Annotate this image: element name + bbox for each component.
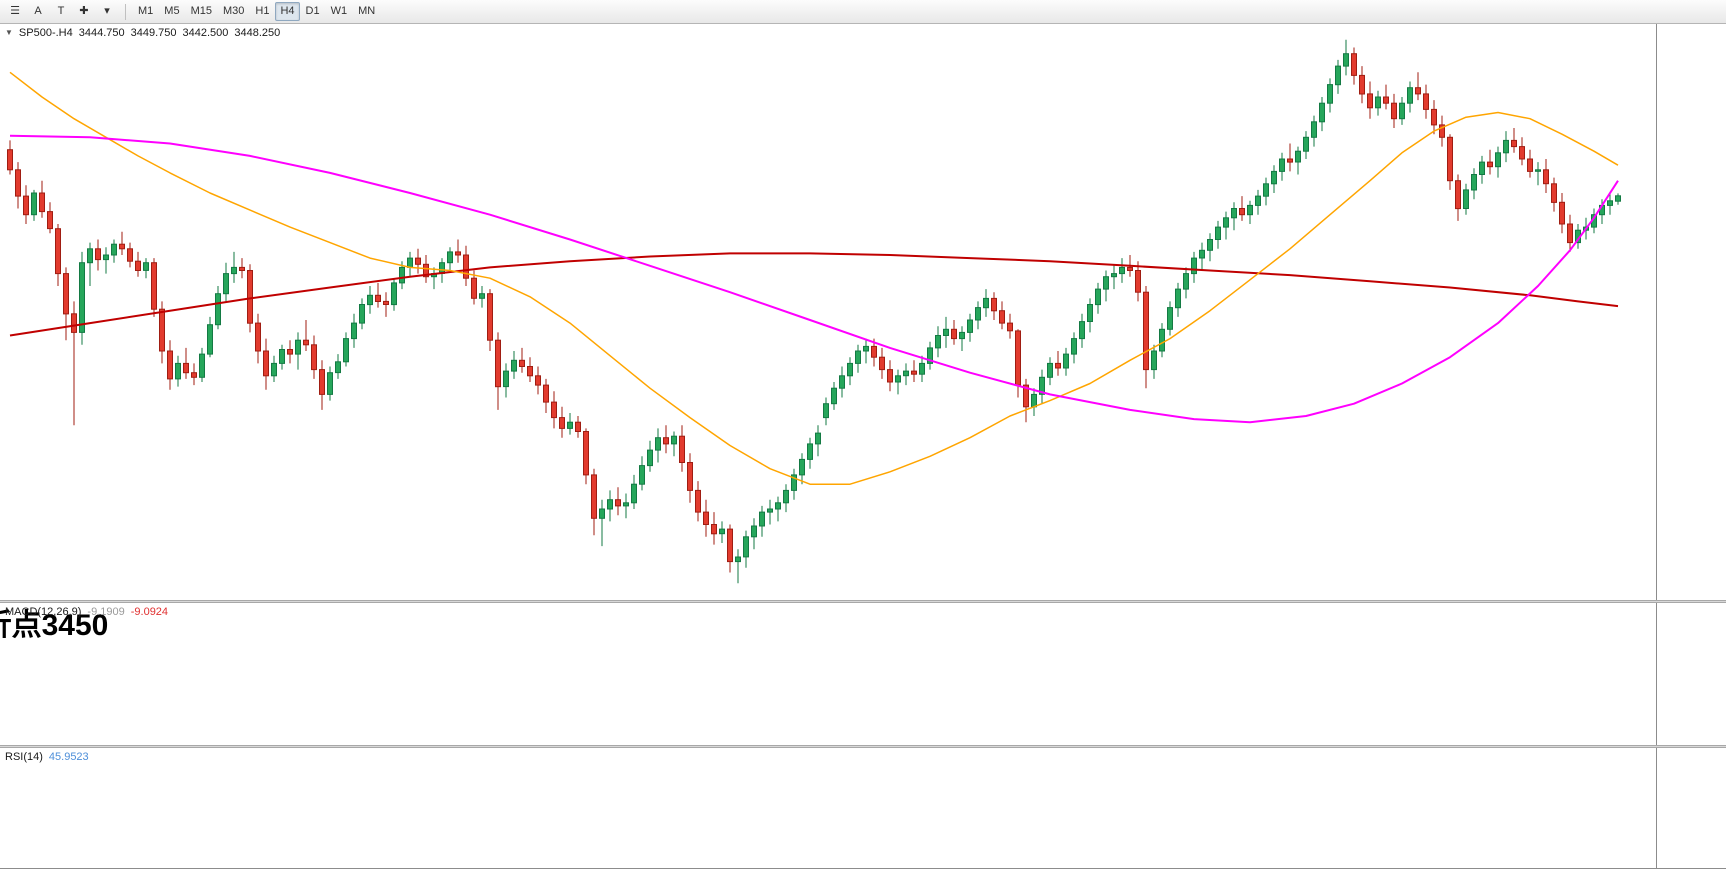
panel-splitter[interactable] bbox=[0, 745, 1726, 748]
timeframe-button-W1[interactable]: W1 bbox=[326, 2, 353, 21]
low-value: 3442.500 bbox=[182, 27, 229, 39]
macd-label: MACD(12,26,9) bbox=[5, 606, 82, 618]
macd-chart[interactable] bbox=[0, 603, 1656, 745]
panel-splitter[interactable] bbox=[0, 600, 1726, 603]
annotation-a-button[interactable]: A bbox=[27, 2, 49, 21]
text-tool-button[interactable]: T bbox=[50, 2, 72, 21]
chart-list-button[interactable]: ☰ bbox=[4, 2, 26, 21]
open-value: 3444.750 bbox=[78, 27, 125, 39]
rsi-label: RSI(14) bbox=[5, 751, 43, 763]
draw-dropdown-button[interactable]: ▾ bbox=[96, 2, 118, 21]
drawing-tools-group: ☰ A T ✚ ▾ bbox=[4, 2, 118, 21]
crosshair-button[interactable]: ✚ bbox=[73, 2, 95, 21]
timeframe-group: M1 M5 M15 M30 H1 H4 D1 W1 MN bbox=[133, 2, 380, 21]
ma-fast-orange-line[interactable] bbox=[9, 71, 1619, 485]
candlestick-chart[interactable] bbox=[0, 24, 1656, 600]
candles-layer bbox=[7, 39, 1621, 584]
main-toolbar: ☰ A T ✚ ▾ M1 M5 M15 M30 H1 H4 D1 W1 MN bbox=[0, 0, 1726, 24]
timeframe-button-M30[interactable]: M30 bbox=[218, 2, 249, 21]
time-axis[interactable] bbox=[0, 868, 1726, 889]
timeframe-button-H4[interactable]: H4 bbox=[275, 2, 300, 21]
symbol-timeframe-label: SP500-.H4 bbox=[18, 27, 73, 39]
toolbar-separator bbox=[125, 3, 126, 20]
macd-header: MACD(12,26,9) -9.1909 -9.0924 bbox=[5, 606, 168, 618]
timeframe-button-MN[interactable]: MN bbox=[353, 2, 380, 21]
timeframe-button-M15[interactable]: M15 bbox=[186, 2, 217, 21]
chart-header: ▼ SP500-.H4 3444.750 3449.750 3442.500 3… bbox=[5, 27, 280, 39]
ma-long-red-line[interactable] bbox=[9, 252, 1619, 337]
timeframe-button-D1[interactable]: D1 bbox=[301, 2, 325, 21]
collapse-chart-button[interactable]: ▼ bbox=[5, 28, 13, 37]
price-chart-panel: ▼ SP500-.H4 3444.750 3449.750 3442.500 3… bbox=[0, 24, 1656, 642]
timeframe-button-H1[interactable]: H1 bbox=[250, 2, 274, 21]
rsi-chart[interactable] bbox=[0, 748, 1656, 868]
chart-annotation-text[interactable]: 多空转折点3450 bbox=[0, 609, 109, 642]
rsi-header: RSI(14) 45.9523 bbox=[5, 751, 89, 763]
timeframe-button-M5[interactable]: M5 bbox=[159, 2, 184, 21]
macd-panel: MACD(12,26,9) -9.1909 -9.0924 bbox=[0, 603, 1656, 745]
close-value: 3448.250 bbox=[234, 27, 281, 39]
rsi-panel: RSI(14) 45.9523 bbox=[0, 748, 1656, 868]
macd-signal-value: -9.0924 bbox=[130, 606, 169, 618]
macd-main-value: -9.1909 bbox=[87, 606, 125, 618]
rsi-value: 45.9523 bbox=[48, 751, 89, 763]
timeframe-button-M1[interactable]: M1 bbox=[133, 2, 158, 21]
price-axis[interactable] bbox=[1656, 24, 1726, 868]
high-value: 3449.750 bbox=[130, 27, 177, 39]
ma-slow-magenta-line[interactable] bbox=[9, 134, 1619, 424]
